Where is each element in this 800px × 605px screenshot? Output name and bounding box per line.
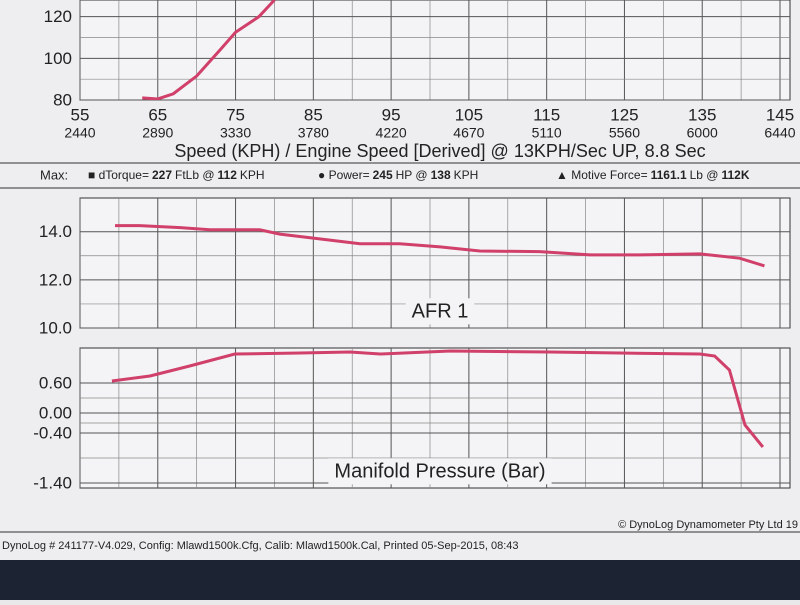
y-tick-label: 14.0 [39,222,72,241]
rpm-label: 4670 [453,125,484,141]
summary-part: FtLb @ [175,168,215,182]
y-tick-label: 12.0 [39,270,72,289]
chart-title-group: Manifold Pressure (Bar) [328,458,552,485]
x-tick-label: 75 [226,105,245,124]
y-tick-label: 0.60 [39,373,72,392]
summary-item: ▲ Motive Force= 1161.1 Lb @112K [556,168,750,182]
rpm-label: 6000 [687,125,718,141]
x-tick-label: 125 [610,105,638,124]
chart-title-group: AFR 1 [405,298,475,325]
summary-part: 227 [152,168,172,182]
rpm-label: 2890 [142,125,173,141]
title-box [405,298,475,325]
summary-label: Max: [40,167,68,182]
summary-item: ● Power= 245 HP @138 KPH [318,168,478,182]
x-tick-label: 145 [766,105,794,124]
title-box [328,458,552,485]
summary-part: KPH [240,168,265,182]
summary-part: ● Power= [318,168,370,182]
x-tick-label: 65 [148,105,167,124]
data-line [115,224,765,268]
background [0,560,800,600]
rpm-label: 6440 [764,125,795,141]
x-tick-label: 105 [455,105,483,124]
rpm-label: 3780 [298,125,329,141]
summary-part: 1161.1 [651,168,687,182]
summary-part: ▲ Motive Force= [556,168,648,182]
summary-part: 112 [218,168,238,182]
summary-part: HP @ [396,168,428,182]
summary-part: Lb @ [690,168,719,182]
x-axis-label: Speed (KPH) / Engine Speed [Derived] @ 1… [174,141,705,161]
footer-right: © DynoLog Dynamometer Pty Ltd 19 [618,519,798,531]
summary-part: 245 [373,168,393,182]
chart-title: Manifold Pressure (Bar) [334,460,545,482]
y-tick-label: -1.40 [33,473,72,492]
rpm-label: 5110 [532,125,562,141]
rpm-label: 5560 [609,125,640,141]
footer-left: DynoLog # 241177-V4.029, Config: Mlawd15… [2,540,519,552]
x-tick-label: 85 [304,105,323,124]
data-line [142,0,276,100]
summary-part: KPH [454,168,479,182]
rpm-label: 3330 [220,125,251,141]
x-tick-label: 55 [71,105,90,124]
rpm-label: 4220 [376,125,407,141]
y-tick-label: 120 [44,7,72,26]
summary-part: 138 [431,168,451,182]
x-tick-label: 115 [533,105,560,124]
y-tick-label: -0.40 [33,423,72,442]
summary-part: 112K [722,168,750,182]
rpm-label: 2440 [64,125,95,141]
x-tick-label: 135 [688,105,716,124]
data-line [111,349,765,448]
summary-item: ■ dTorque= 227 FtLb @112 KPH [88,168,265,182]
y-tick-label: 0.00 [39,403,72,422]
x-tick-label: 95 [382,105,401,124]
summary-part: ■ dTorque= [88,168,149,182]
y-tick-label: 80 [53,90,72,109]
chart-title: AFR 1 [412,300,469,322]
y-tick-label: 100 [44,49,72,68]
y-tick-label: 10.0 [39,318,72,337]
